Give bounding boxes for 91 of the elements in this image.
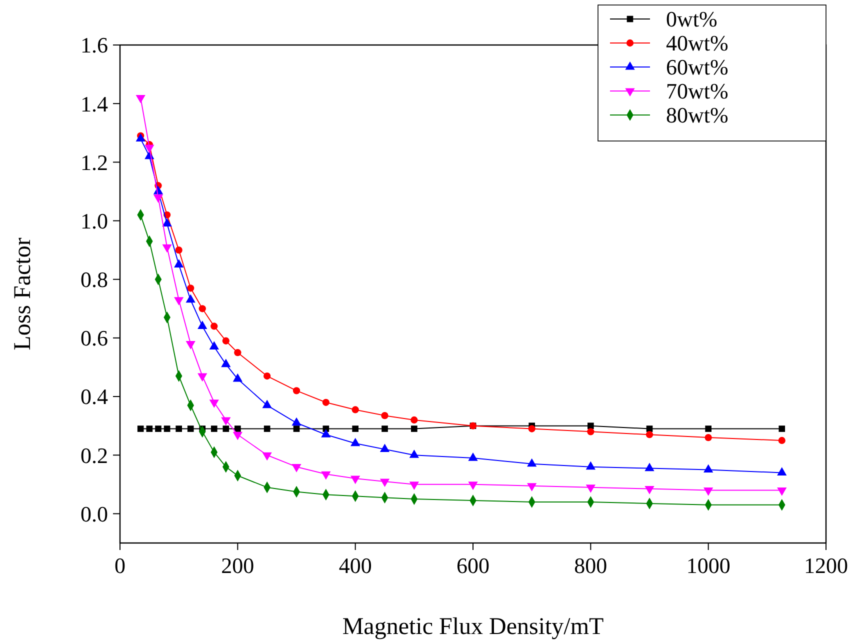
point — [409, 482, 419, 490]
point — [264, 426, 270, 432]
point — [187, 284, 194, 292]
point — [221, 358, 231, 368]
point — [321, 429, 331, 438]
point — [292, 387, 300, 394]
x-axis-title: Magnetic Flux Density/mT — [342, 614, 604, 640]
point — [198, 320, 208, 329]
point — [468, 452, 478, 461]
point — [586, 461, 596, 470]
point — [262, 452, 272, 461]
point — [704, 464, 714, 473]
y-tick-label: 1.4 — [80, 91, 108, 116]
point — [352, 406, 359, 414]
point — [646, 431, 654, 438]
point — [209, 341, 219, 350]
point — [264, 372, 271, 380]
point — [137, 426, 144, 432]
x-tick-label: 600 — [456, 553, 490, 578]
point — [644, 486, 654, 494]
point — [293, 426, 300, 432]
point — [646, 426, 653, 432]
point — [209, 400, 219, 408]
point — [164, 426, 170, 432]
y-tick-label: 0.8 — [80, 267, 108, 292]
point — [232, 373, 242, 382]
legend-label: 40wt% — [666, 30, 728, 56]
point — [162, 218, 172, 226]
point — [292, 417, 302, 426]
x-tick-label: 800 — [574, 553, 608, 578]
y-tick-label: 1.0 — [80, 208, 108, 234]
point — [380, 444, 390, 452]
point — [350, 476, 360, 484]
point — [382, 426, 388, 432]
x-tick-label: 200 — [221, 553, 254, 578]
point — [644, 462, 654, 472]
point — [136, 133, 146, 142]
point — [187, 426, 194, 432]
y-tick-label: 0.6 — [80, 326, 108, 351]
point — [409, 450, 419, 458]
point — [588, 422, 594, 429]
y-tick-label: 1.6 — [80, 32, 108, 58]
point — [210, 322, 218, 330]
point — [198, 305, 206, 312]
x-tick-label: 0 — [114, 553, 126, 578]
legend-label: 80wt% — [666, 102, 728, 128]
point — [174, 259, 184, 268]
y-tick-label: 0.4 — [80, 384, 108, 410]
point — [704, 434, 712, 442]
point — [232, 432, 242, 440]
y-tick-label: 0.0 — [80, 501, 108, 526]
point — [587, 428, 594, 436]
y-tick-label: 1.2 — [80, 150, 108, 175]
legend-label: 0wt% — [666, 6, 718, 32]
point — [777, 487, 787, 496]
x-tick-label: 400 — [338, 553, 372, 578]
point — [322, 398, 330, 406]
x-tick-label: 1200 — [804, 553, 848, 578]
point — [210, 426, 218, 432]
y-axis-title: Loss Factor — [10, 238, 36, 350]
y-tick-label: 0.2 — [80, 442, 108, 468]
point — [704, 487, 714, 496]
point — [778, 426, 786, 432]
point — [234, 349, 242, 356]
x-tick-label: 1000 — [686, 553, 730, 578]
point — [222, 337, 230, 344]
point — [380, 478, 390, 488]
point — [234, 426, 241, 432]
legend-label: 70wt% — [666, 78, 728, 104]
point — [222, 426, 230, 432]
point — [350, 438, 360, 446]
point — [705, 426, 712, 432]
point — [175, 246, 182, 254]
point — [410, 416, 418, 424]
point — [321, 471, 331, 480]
point — [527, 483, 537, 492]
point — [176, 426, 182, 432]
point — [468, 482, 478, 490]
point — [411, 426, 418, 432]
point — [381, 412, 388, 420]
point — [186, 294, 196, 303]
point — [292, 464, 302, 472]
point — [586, 484, 596, 493]
point — [778, 436, 786, 444]
legend-label: 60wt% — [666, 54, 728, 80]
point — [528, 425, 536, 432]
point — [262, 400, 272, 408]
point — [155, 426, 162, 432]
point — [527, 458, 537, 467]
point — [352, 426, 358, 432]
point — [146, 426, 153, 432]
